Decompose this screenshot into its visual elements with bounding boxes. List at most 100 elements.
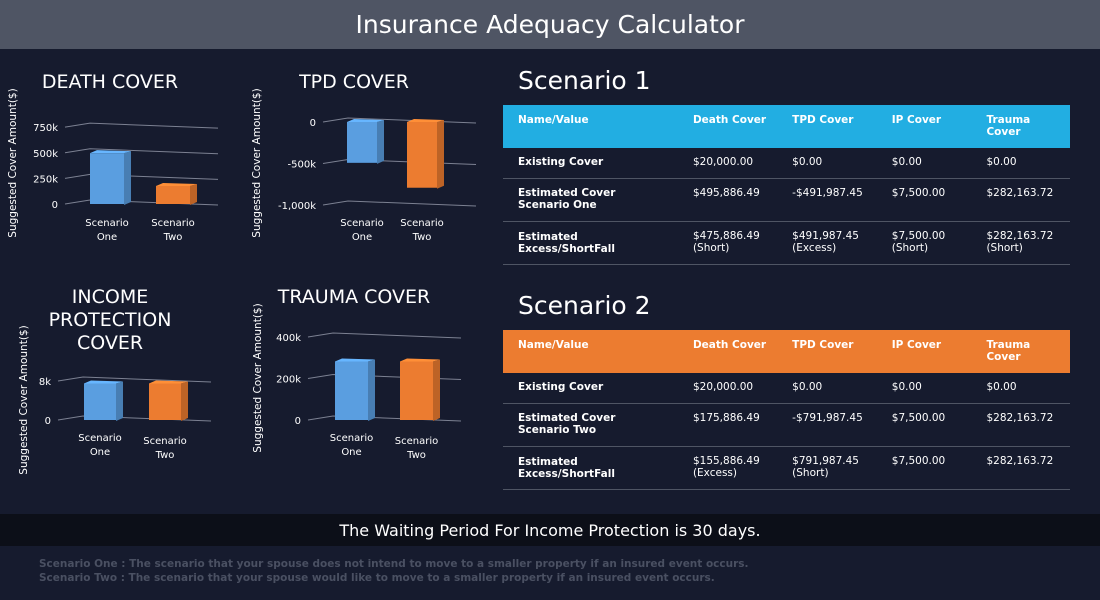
scenario2-table: Name/Value Death Cover TPD Cover IP Cove… (503, 330, 1070, 490)
gridline (322, 158, 477, 165)
bar-top (156, 182, 197, 186)
waiting-period-text: The Waiting Period For Income Protection… (339, 520, 761, 540)
table-cell: $7,500.00 (876, 446, 972, 490)
bar-front (84, 383, 116, 420)
chart-title-line: COVER (77, 332, 143, 354)
scenario1-table: Name/Value Death Cover TPD Cover IP Cove… (503, 105, 1070, 265)
y-tick-label: 0 (45, 416, 51, 427)
gridline (57, 415, 212, 422)
note-scenario-two: Scenario Two : The scenario that your sp… (39, 572, 715, 584)
row-label: Estimated Excess/ShortFall (503, 221, 678, 265)
table-cell: $175,886.49 (677, 403, 778, 447)
category-label-line: Scenario (78, 433, 121, 444)
bar-scenario-two (156, 182, 197, 205)
bar-side (368, 359, 375, 421)
y-tick-label: 500k (33, 149, 58, 160)
table-cell: -$491,987.45 (777, 178, 877, 222)
y-tick-label: -1,000k (278, 201, 316, 212)
category-label: Scenario Two (400, 218, 443, 243)
charts-area: DEATH COVER Suggested Cover Amount($) 0 250… (7, 71, 477, 475)
bar-scenario-two (400, 358, 440, 421)
bar-side (116, 381, 123, 421)
table-cell: $282,163.72 (Short) (971, 221, 1070, 265)
bar-front (400, 361, 433, 420)
bar-side (437, 120, 444, 189)
category-label: Scenario One (85, 218, 128, 243)
y-axis-label: Suggested Cover Amount($) (7, 88, 19, 237)
category-label: Scenario Two (151, 218, 194, 243)
table-cell: $20,000.00 (677, 148, 778, 179)
bar-top (407, 119, 444, 122)
gridline (64, 148, 219, 155)
chart-title: TPD COVER (298, 71, 409, 93)
scenario-notes: Scenario One : The scenario that your sp… (39, 557, 749, 585)
category-label-line: One (352, 232, 372, 243)
table-cell: -$791,987.45 (777, 403, 877, 447)
y-axis-label: Suggested Cover Amount($) (251, 88, 263, 237)
table-cell: $282,163.72 (971, 446, 1070, 490)
category-label-line: Two (163, 232, 183, 243)
table-cell: $7,500.00 (876, 178, 972, 222)
y-tick-label: 250k (33, 174, 58, 185)
table-row: Estimated Excess/ShortFall $155,886.49 (… (503, 446, 1070, 490)
header-tpd-cover: TPD Cover (792, 114, 854, 126)
bar-front (335, 361, 368, 420)
table-cell: $155,886.49 (Excess) (677, 446, 778, 490)
header-death-cover: Death Cover (692, 339, 767, 351)
app-title: Insurance Adequacy Calculator (355, 10, 745, 39)
chart-0: DEATH COVER Suggested Cover Amount($) 0 250… (7, 71, 219, 243)
header-name-value: Name/Value (518, 114, 589, 126)
table-cell: $495,886.49 (677, 178, 778, 222)
waiting-period-banner: The Waiting Period For Income Protection… (0, 514, 1100, 546)
category-label-line: Scenario (395, 436, 438, 447)
category-label-line: Two (406, 450, 426, 461)
bar-front (149, 383, 181, 420)
table-cell: $0.00 (876, 148, 972, 179)
header-death-cover: Death Cover (692, 114, 767, 126)
bar-front (90, 153, 124, 204)
note-scenario-one: Scenario One : The scenario that your sp… (39, 558, 749, 570)
bar-scenario-one (90, 150, 131, 205)
bar-top (335, 358, 375, 362)
chart-title: DEATH COVER (42, 71, 178, 93)
table-cell: $0.00 (971, 373, 1070, 404)
gridline (307, 332, 462, 339)
category-label-line: Two (412, 232, 432, 243)
y-tick-label: 200k (276, 375, 301, 386)
gridline (64, 122, 219, 129)
category-label-line: One (341, 447, 361, 458)
gridline (322, 200, 477, 207)
table-row: Estimated Cover Scenario Two $175,886.49… (503, 403, 1070, 447)
table-header-row: Name/Value Death Cover TPD Cover IP Cove… (503, 105, 1070, 148)
bar-scenario-one (335, 358, 375, 421)
category-label: Scenario One (340, 218, 383, 243)
table-cell: $0.00 (876, 373, 972, 404)
header-trauma-cover: Trauma Cover (986, 339, 1031, 363)
row-label: Estimated Excess/ShortFall (503, 446, 678, 490)
table-row: Estimated Cover Scenario One $495,886.49… (503, 178, 1070, 222)
category-label: Scenario One (78, 433, 121, 458)
bar-front (407, 122, 437, 188)
category-label-line: Scenario (340, 218, 383, 229)
table-cell: $7,500.00 (876, 403, 972, 447)
row-label: Estimated Cover Scenario One (503, 178, 678, 222)
chart-title-line: DEATH COVER (42, 71, 178, 93)
category-label-line: One (90, 447, 110, 458)
header-name-value: Name/Value (518, 339, 589, 351)
category-label: Scenario Two (395, 436, 438, 461)
table-cell: $475,886.49 (Short) (677, 221, 778, 265)
category-label-line: One (97, 232, 117, 243)
bar-top (84, 380, 123, 384)
category-label-line: Two (155, 450, 175, 461)
header-tpd-cover: TPD Cover (792, 339, 854, 351)
y-tick-label: 0 (52, 200, 58, 211)
bar-scenario-one (84, 380, 123, 421)
y-tick-label: 0 (295, 416, 301, 427)
bar-side (433, 359, 440, 421)
chart-title: INCOME PROTECTION COVER (49, 286, 172, 354)
y-tick-label: -500k (288, 160, 317, 171)
bar-front (156, 185, 190, 204)
header-ip-cover: IP Cover (891, 114, 942, 126)
table-cell: $282,163.72 (971, 178, 1070, 222)
row-label: Existing Cover (503, 373, 678, 404)
